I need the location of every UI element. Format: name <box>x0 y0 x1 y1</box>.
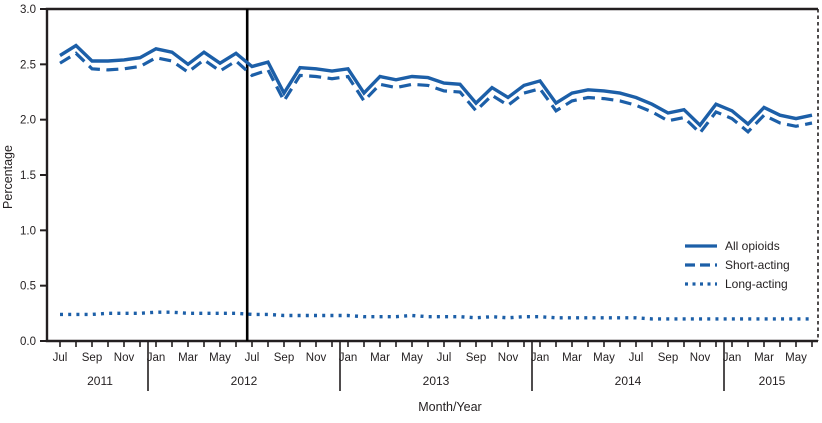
y-tick-label: 0.5 <box>20 281 36 293</box>
legend-item-all-opioids: All opioids <box>684 238 790 253</box>
y-axis-title: Percentage <box>1 145 15 209</box>
month-tick-label: Jul <box>245 352 260 364</box>
month-tick-label: Sep <box>82 352 102 364</box>
year-label: 2014 <box>615 374 642 388</box>
month-tick-label: Mar <box>562 352 582 364</box>
month-tick-label: Jan <box>339 352 358 364</box>
year-label: 2011 <box>87 374 113 388</box>
month-tick-label: May <box>401 352 423 364</box>
y-tick-label: 1.0 <box>20 225 36 237</box>
month-tick-label: Nov <box>498 352 519 364</box>
line-short-acting <box>59 51 813 136</box>
legend-label: All opioids <box>725 238 780 253</box>
month-tick-label: Sep <box>274 352 294 364</box>
month-tick-label: Jan <box>723 352 742 364</box>
month-tick-label: Nov <box>114 352 135 364</box>
year-label: 2013 <box>423 374 450 388</box>
legend-solid-line-sample <box>685 243 717 248</box>
month-tick-label: Jul <box>437 352 452 364</box>
year-label: 2012 <box>231 374 258 388</box>
month-tick-label: Nov <box>690 352 711 364</box>
legend-item-long-acting: Long-acting <box>684 276 790 291</box>
legend-label: Short-acting <box>725 257 790 272</box>
legend: All opioids Short-acting Long-acting <box>684 238 790 291</box>
legend-label: Long-acting <box>725 276 788 291</box>
legend-item-short-acting: Short-acting <box>684 257 790 272</box>
legend-dotted-line-sample <box>685 281 717 286</box>
month-tick-label: Mar <box>370 352 390 364</box>
y-tick-label: 1.5 <box>20 170 36 182</box>
month-tick-label: Jan <box>531 352 550 364</box>
legend-dashed-line-sample <box>685 262 717 267</box>
month-tick-label: Jul <box>53 352 68 364</box>
month-tick-label: May <box>785 352 807 364</box>
y-tick-label: 0.0 <box>20 336 36 348</box>
month-tick-label: Sep <box>466 352 486 364</box>
month-tick-label: Mar <box>754 352 774 364</box>
month-tick-label: May <box>209 352 231 364</box>
month-tick-label: Jul <box>629 352 644 364</box>
line-long-acting <box>60 310 812 321</box>
y-tick-label: 2.5 <box>20 59 36 71</box>
y-tick-label: 3.0 <box>20 4 36 16</box>
month-tick-label: Sep <box>658 352 678 364</box>
month-tick-label: Nov <box>306 352 327 364</box>
month-tick-label: Mar <box>178 352 198 364</box>
x-axis-title: Month/Year <box>418 400 482 414</box>
year-label: 2015 <box>759 374 786 388</box>
month-tick-label: May <box>593 352 615 364</box>
month-tick-label: Jan <box>147 352 166 364</box>
line-all-opioids <box>59 43 813 128</box>
y-tick-label: 2.0 <box>20 115 36 127</box>
